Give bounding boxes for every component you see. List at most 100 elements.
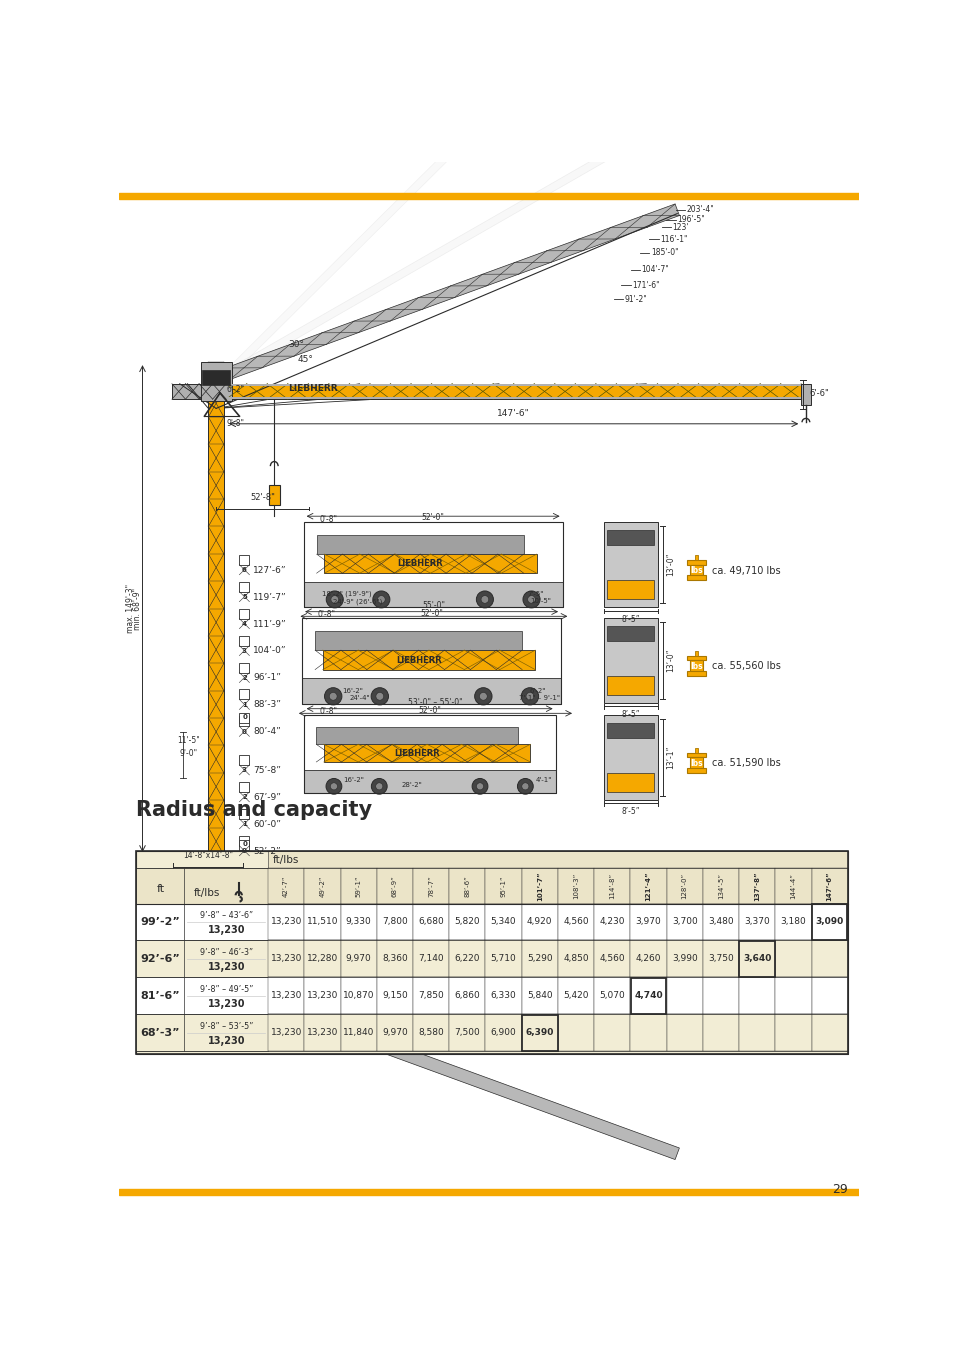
Circle shape bbox=[475, 687, 492, 705]
Bar bbox=[690, 660, 702, 672]
Bar bbox=[607, 531, 654, 545]
Text: 96’-1”: 96’-1” bbox=[253, 674, 281, 682]
Bar bbox=[702, 903, 739, 941]
Bar bbox=[811, 903, 847, 941]
Text: LIEBHERR: LIEBHERR bbox=[394, 749, 439, 757]
Text: 24'-4": 24'-4" bbox=[350, 695, 370, 701]
Bar bbox=[239, 809, 249, 819]
Text: 4: 4 bbox=[242, 621, 247, 626]
Text: lbs: lbs bbox=[690, 759, 702, 768]
Bar bbox=[304, 1014, 340, 1052]
Bar bbox=[630, 977, 665, 1014]
Bar bbox=[811, 868, 847, 903]
Text: 196'-5": 196'-5" bbox=[677, 215, 704, 224]
Bar bbox=[303, 522, 562, 608]
Bar bbox=[304, 977, 340, 1014]
Text: 9,150: 9,150 bbox=[381, 991, 407, 1000]
Bar bbox=[775, 1014, 811, 1052]
Text: 53'-0" – 55'-0": 53'-0" – 55'-0" bbox=[408, 698, 462, 707]
Circle shape bbox=[480, 595, 488, 603]
Bar bbox=[268, 903, 304, 941]
Text: 5,710: 5,710 bbox=[490, 954, 516, 964]
Bar bbox=[521, 1014, 558, 1052]
Bar bbox=[316, 726, 517, 744]
Bar bbox=[239, 636, 249, 645]
Text: 5,820: 5,820 bbox=[454, 918, 479, 926]
Circle shape bbox=[330, 783, 337, 790]
Bar bbox=[340, 903, 376, 941]
Text: 6,330: 6,330 bbox=[490, 991, 516, 1000]
Text: 127’-6”: 127’-6” bbox=[253, 566, 287, 575]
Bar bbox=[739, 941, 775, 977]
Bar bbox=[666, 941, 702, 977]
Bar bbox=[775, 941, 811, 977]
Text: 128’-0”: 128’-0” bbox=[681, 872, 687, 899]
Bar bbox=[376, 868, 413, 903]
Circle shape bbox=[520, 687, 538, 705]
Text: 11,510: 11,510 bbox=[306, 918, 337, 926]
Bar bbox=[413, 903, 449, 941]
Text: 78’-7”: 78’-7” bbox=[428, 875, 434, 896]
Text: 13,230: 13,230 bbox=[207, 999, 245, 1008]
Text: 4,560: 4,560 bbox=[562, 918, 588, 926]
Text: 9,970: 9,970 bbox=[381, 1029, 407, 1037]
Bar bbox=[268, 1014, 304, 1052]
Bar bbox=[603, 522, 658, 608]
Bar bbox=[184, 1014, 268, 1052]
Bar bbox=[630, 868, 666, 903]
Circle shape bbox=[371, 687, 388, 705]
Text: 13,230: 13,230 bbox=[207, 1035, 245, 1046]
Text: 4,230: 4,230 bbox=[598, 918, 624, 926]
Bar bbox=[324, 554, 537, 574]
Text: 111’-9”: 111’-9” bbox=[253, 620, 287, 629]
Text: 13’-1”: 13’-1” bbox=[666, 745, 675, 769]
Bar bbox=[269, 486, 279, 505]
Bar bbox=[136, 977, 184, 1014]
Bar bbox=[630, 941, 666, 977]
Bar bbox=[521, 977, 558, 1014]
Bar bbox=[340, 868, 376, 903]
Circle shape bbox=[375, 783, 382, 790]
Polygon shape bbox=[226, 147, 618, 377]
Circle shape bbox=[377, 595, 385, 603]
Text: 81’-6”: 81’-6” bbox=[140, 991, 180, 1000]
Text: 9'-8": 9'-8" bbox=[226, 420, 244, 428]
Bar bbox=[594, 1014, 630, 1052]
Circle shape bbox=[476, 783, 483, 790]
Bar bbox=[340, 941, 376, 977]
Bar bbox=[702, 868, 739, 903]
Text: 11,840: 11,840 bbox=[342, 1029, 374, 1037]
Bar bbox=[686, 671, 705, 675]
Bar bbox=[323, 744, 530, 761]
Bar bbox=[702, 941, 739, 977]
Bar bbox=[202, 370, 230, 385]
Text: 13,230: 13,230 bbox=[271, 918, 301, 926]
Text: 3,750: 3,750 bbox=[707, 954, 733, 964]
Text: ft: ft bbox=[156, 884, 164, 894]
Text: 119’-7”: 119’-7” bbox=[253, 593, 287, 602]
Bar bbox=[413, 868, 449, 903]
Bar bbox=[811, 904, 846, 940]
Text: 16'-2": 16'-2" bbox=[343, 776, 364, 783]
Text: 52'-0": 52'-0" bbox=[417, 706, 440, 716]
Bar bbox=[239, 782, 249, 792]
Bar bbox=[801, 383, 810, 405]
Bar bbox=[303, 769, 555, 794]
Text: 52'-0": 52'-0" bbox=[421, 513, 444, 522]
Text: ft/lbs: ft/lbs bbox=[273, 855, 298, 864]
Bar bbox=[603, 618, 658, 702]
Text: 91'-2": 91'-2" bbox=[624, 294, 647, 304]
Text: 6,860: 6,860 bbox=[454, 991, 479, 1000]
Text: 80’-4”: 80’-4” bbox=[253, 728, 281, 736]
Text: 16'-2": 16'-2" bbox=[342, 687, 362, 694]
Text: 24'-9" (26'-6"): 24'-9" (26'-6") bbox=[333, 598, 382, 605]
Text: 75’-8”: 75’-8” bbox=[253, 765, 281, 775]
Bar bbox=[521, 941, 558, 977]
Text: 99’-2”: 99’-2” bbox=[140, 917, 180, 927]
Text: 6: 6 bbox=[242, 567, 247, 574]
Bar bbox=[413, 1014, 449, 1052]
Text: 13,230: 13,230 bbox=[207, 925, 245, 936]
Text: 4,920: 4,920 bbox=[526, 918, 552, 926]
Bar bbox=[521, 1015, 557, 1050]
Text: 60’-0”: 60’-0” bbox=[253, 819, 281, 829]
